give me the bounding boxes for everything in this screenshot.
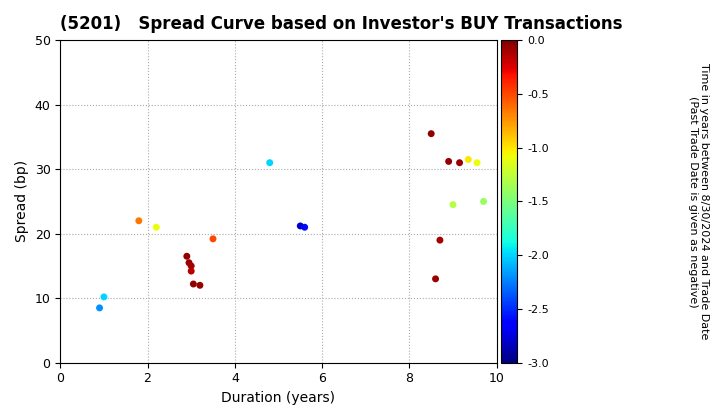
Point bbox=[184, 260, 195, 266]
Point bbox=[186, 262, 197, 269]
Y-axis label: Spread (bp): Spread (bp) bbox=[15, 160, 29, 242]
Point bbox=[454, 159, 465, 166]
Point bbox=[98, 294, 109, 300]
Point bbox=[430, 276, 441, 282]
Point bbox=[150, 224, 162, 231]
Point bbox=[443, 158, 454, 165]
Point bbox=[299, 224, 310, 231]
Point bbox=[434, 237, 446, 244]
Point bbox=[207, 236, 219, 242]
Point bbox=[186, 268, 197, 274]
Point bbox=[181, 253, 192, 260]
Point bbox=[94, 304, 105, 311]
Point bbox=[194, 282, 206, 289]
Point bbox=[462, 156, 474, 163]
Point bbox=[188, 281, 199, 287]
Point bbox=[294, 223, 306, 229]
Point bbox=[426, 130, 437, 137]
X-axis label: Duration (years): Duration (years) bbox=[222, 391, 336, 405]
Point bbox=[447, 201, 459, 208]
Point bbox=[472, 159, 483, 166]
Point bbox=[133, 218, 145, 224]
Y-axis label: Time in years between 8/30/2024 and Trade Date
(Past Trade Date is given as nega: Time in years between 8/30/2024 and Trad… bbox=[688, 63, 709, 340]
Point bbox=[264, 159, 276, 166]
Text: (5201)   Spread Curve based on Investor's BUY Transactions: (5201) Spread Curve based on Investor's … bbox=[60, 15, 623, 33]
Point bbox=[478, 198, 490, 205]
